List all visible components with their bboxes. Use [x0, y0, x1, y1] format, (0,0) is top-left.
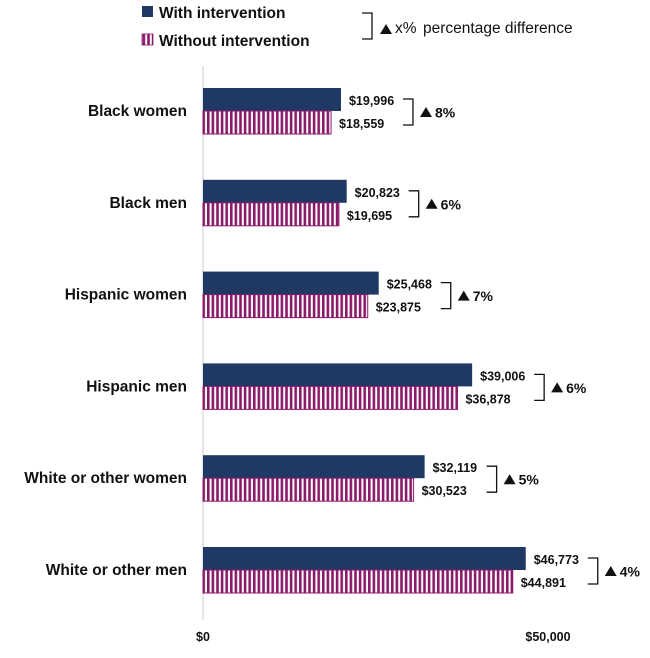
value-label-with-intervention: $46,773	[534, 553, 579, 567]
value-label-without-intervention: $30,523	[422, 484, 467, 498]
difference-label: 7%	[473, 288, 494, 304]
value-label-with-intervention: $25,468	[387, 278, 432, 292]
value-label-with-intervention: $39,006	[480, 369, 525, 383]
plot-area: $0 $50,000 Black women $19,996 $18,559 8% Blac…	[24, 66, 641, 644]
difference-label: 6%	[441, 196, 462, 212]
difference-bracket	[408, 190, 420, 218]
difference-bracket	[402, 98, 414, 126]
value-label-without-intervention: $44,891	[521, 576, 566, 590]
bar-without-intervention	[202, 385, 458, 410]
legend-label-with-intervention: With intervention	[159, 5, 285, 22]
bar-without-intervention	[202, 569, 514, 594]
bar-with-intervention	[203, 271, 379, 295]
bar-without-intervention	[202, 110, 332, 135]
bar-without-intervention	[202, 294, 369, 319]
value-label-without-intervention: $23,875	[376, 301, 421, 315]
legend-note-symbol: x%	[395, 20, 417, 37]
bar-without-intervention	[202, 202, 340, 227]
category-label: Hispanic women	[65, 287, 187, 304]
triangle-up-icon	[503, 474, 516, 485]
legend: With intervention Without intervention x…	[141, 5, 573, 50]
bar-with-intervention	[203, 363, 473, 387]
value-label-without-intervention: $18,559	[339, 117, 384, 131]
category-label: Black men	[109, 195, 187, 212]
triangle-up-icon	[551, 382, 564, 393]
legend-swatch-with-intervention	[142, 6, 153, 17]
legend-swatch-without-intervention	[141, 33, 154, 46]
triangle-up-icon	[457, 290, 470, 301]
category-label: White or other women	[24, 470, 187, 487]
difference-bracket	[486, 465, 498, 493]
legend-note-text: percentage difference	[423, 20, 573, 37]
difference-bracket	[534, 373, 545, 402]
x-tick-label: $50,000	[525, 630, 570, 644]
legend-label-without-intervention: Without intervention	[159, 33, 310, 50]
bar-with-intervention	[203, 88, 341, 111]
difference-label: 5%	[519, 472, 540, 488]
bar-with-intervention	[203, 547, 526, 570]
legend-bracket	[362, 12, 373, 40]
value-label-with-intervention: $19,996	[349, 94, 394, 108]
category-label: Hispanic men	[86, 378, 187, 395]
bar-without-intervention	[202, 477, 415, 502]
difference-label: 8%	[435, 105, 456, 121]
bar-with-intervention	[203, 179, 347, 203]
category-label: Black women	[88, 103, 187, 120]
triangle-up-icon	[419, 107, 432, 117]
triangle-up-icon	[425, 198, 438, 209]
difference-label: 4%	[620, 564, 641, 580]
difference-bracket	[440, 281, 452, 310]
value-label-with-intervention: $32,119	[433, 461, 478, 475]
x-tick-label: $0	[196, 630, 210, 644]
value-label-without-intervention: $36,878	[465, 392, 510, 406]
bar-with-intervention	[203, 455, 425, 479]
difference-label: 6%	[566, 380, 587, 396]
value-label-with-intervention: $20,823	[355, 186, 400, 200]
value-label-without-intervention: $19,695	[347, 209, 392, 223]
category-label: White or other men	[46, 562, 187, 579]
legend-triangle-icon	[380, 24, 392, 34]
difference-bracket	[587, 557, 599, 585]
triangle-up-icon	[604, 566, 617, 576]
